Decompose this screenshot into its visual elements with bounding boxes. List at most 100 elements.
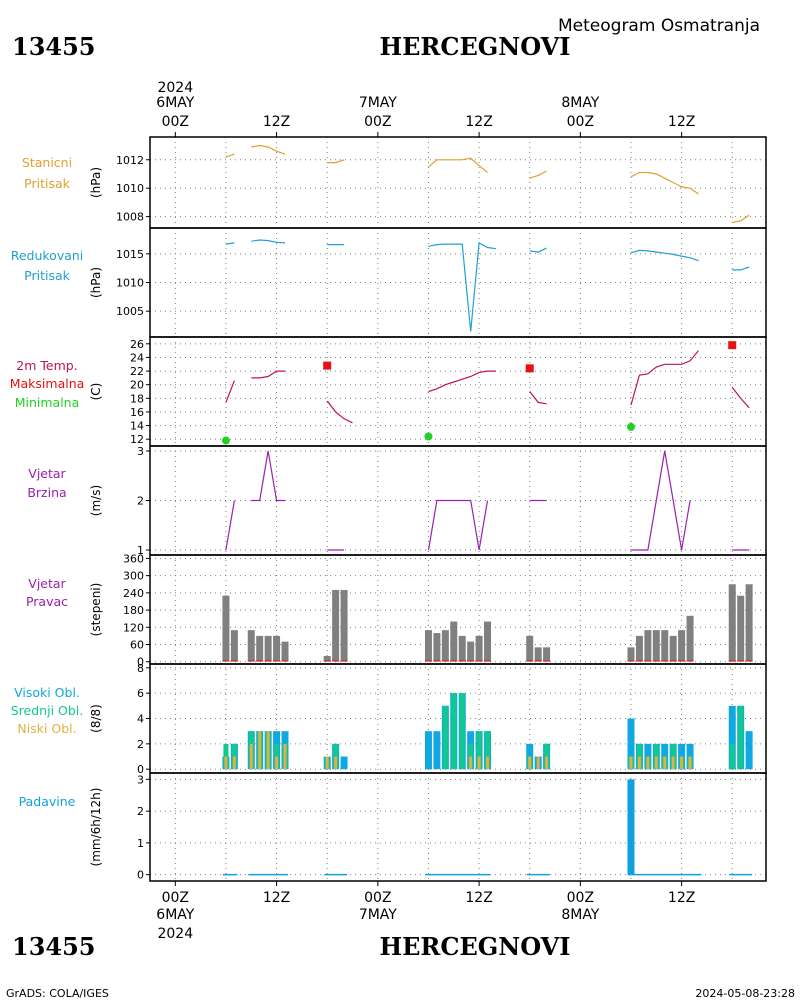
wind-dir-bar — [627, 647, 635, 662]
y-tick-label: 1005 — [116, 305, 144, 318]
tmin-marker — [626, 422, 635, 431]
y-tick-label: 2 — [137, 495, 144, 508]
tmin-marker — [221, 436, 230, 445]
high-cloud-bar — [745, 731, 753, 770]
series-line — [529, 170, 547, 179]
low-cloud-bar — [275, 756, 279, 770]
panel-label: Pritisak — [24, 176, 70, 191]
wind-dir-bar — [678, 630, 686, 662]
low-cloud-bar — [688, 756, 692, 770]
bottom-time-label: 2024 — [157, 926, 193, 942]
wind-dir-bar — [669, 635, 677, 662]
y-tick-label: 1008 — [116, 211, 144, 224]
low-cloud-bar — [334, 756, 338, 770]
mid-cloud-bar — [451, 693, 457, 770]
low-cloud-bar — [469, 756, 473, 770]
timestamp-label: 2024-05-08-23:28 — [695, 987, 795, 1000]
y-tick-label: 0 — [137, 763, 144, 776]
y-tick-label: 300 — [123, 570, 144, 583]
low-cloud-bar — [536, 756, 540, 770]
y-tick-label: 120 — [123, 621, 144, 634]
y-tick-label: 4 — [137, 713, 144, 726]
series-line — [251, 370, 285, 379]
y-tick-label: 60 — [130, 638, 144, 651]
mid-cloud-bar — [231, 743, 237, 770]
panel-reduced-pressure: 1015 1010 1005 (hPa) Redukovani Pritisak — [11, 227, 767, 338]
wind-dir-bar — [323, 655, 331, 662]
panel-label: Padavine — [19, 794, 76, 809]
panel-clouds: 8 6 4 2 0 (8/8) Visoki Obl. Srednji Obl. Niski O… — [11, 662, 767, 776]
y-tick-label: 1 — [137, 837, 144, 850]
top-time-label: 12Z — [263, 114, 290, 130]
series-line — [732, 214, 750, 223]
series-line — [731, 387, 750, 409]
bottom-time-label: 8MAY — [561, 907, 599, 923]
series-line — [251, 450, 285, 502]
unit-label: (stepeni) — [89, 583, 103, 637]
bottom-time-label: 6MAY — [156, 907, 194, 923]
low-cloud-bar — [528, 756, 532, 770]
series-line — [225, 242, 235, 245]
top-time-label: 8MAY — [561, 95, 599, 111]
mid-cloud-bar — [729, 743, 735, 770]
y-tick-label: 18 — [130, 392, 144, 405]
low-cloud-bar — [249, 743, 253, 770]
low-cloud-bar — [325, 756, 329, 770]
low-cloud-bar — [654, 756, 658, 770]
top-time-label: 12Z — [465, 114, 492, 130]
y-tick-label: 2 — [137, 738, 144, 751]
wind-dir-bar — [661, 630, 669, 662]
top-time-label: 6MAY — [156, 95, 194, 111]
series-line — [225, 500, 235, 551]
y-tick-label: 1010 — [116, 182, 144, 195]
wind-dir-bar — [450, 621, 458, 662]
wind-dir-bar — [273, 635, 281, 662]
y-tick-label: 24 — [130, 351, 144, 364]
mid-cloud-bar — [670, 743, 676, 770]
high-cloud-bar — [686, 743, 694, 770]
wind-dir-bar — [424, 630, 432, 662]
high-cloud-bar — [728, 705, 736, 770]
panels-layer: 101210101008(hPa)StanicniPritisak1015101… — [10, 80, 767, 942]
bottom-time-label: 00Z — [364, 890, 391, 906]
high-cloud-bar — [526, 743, 534, 770]
y-tick-label: 1 — [137, 544, 144, 557]
low-cloud-bar — [680, 756, 684, 770]
mid-cloud-bar — [544, 743, 550, 770]
series-line — [630, 350, 699, 406]
y-tick-label: 3 — [137, 445, 144, 458]
y-tick-label: 6 — [137, 687, 144, 700]
wind-dir-bar — [247, 630, 255, 662]
mid-cloud-bar — [476, 731, 482, 770]
low-cloud-bar — [486, 756, 490, 770]
wind-dir-bar — [635, 635, 643, 662]
y-tick-label: 8 — [137, 662, 144, 675]
panel-label: Minimalna — [15, 395, 80, 410]
bottom-time-label: 12Z — [263, 890, 290, 906]
wind-dir-bar — [475, 635, 483, 662]
y-tick-label: 20 — [130, 379, 144, 392]
high-cloud-bar — [433, 731, 441, 770]
bottom-time-label: 12Z — [668, 890, 695, 906]
wind-dir-bar — [433, 633, 441, 662]
top-time-label: 00Z — [162, 114, 189, 130]
station-id-bottom: 13455 — [12, 932, 96, 961]
y-tick-label: 180 — [123, 604, 144, 617]
wind-dir-bar — [543, 647, 551, 662]
high-cloud-bar — [340, 756, 348, 770]
wind-dir-bar — [332, 589, 340, 662]
series-line — [630, 171, 699, 195]
mid-cloud-bar — [333, 743, 339, 770]
panel-precip: 3 2 1 0 (mm/6h/12h) Padavine — [19, 772, 767, 882]
unit-label: (m/s) — [89, 485, 103, 516]
low-cloud-bar — [283, 743, 287, 770]
y-tick-label: 26 — [130, 338, 144, 351]
wind-dir-bar — [652, 630, 660, 662]
unit-label: (hPa) — [89, 167, 103, 198]
wind-dir-bar — [281, 641, 289, 662]
wind-dir-bar — [256, 635, 264, 662]
low-cloud-bar — [224, 756, 228, 770]
panel-label: Pritisak — [24, 268, 70, 283]
